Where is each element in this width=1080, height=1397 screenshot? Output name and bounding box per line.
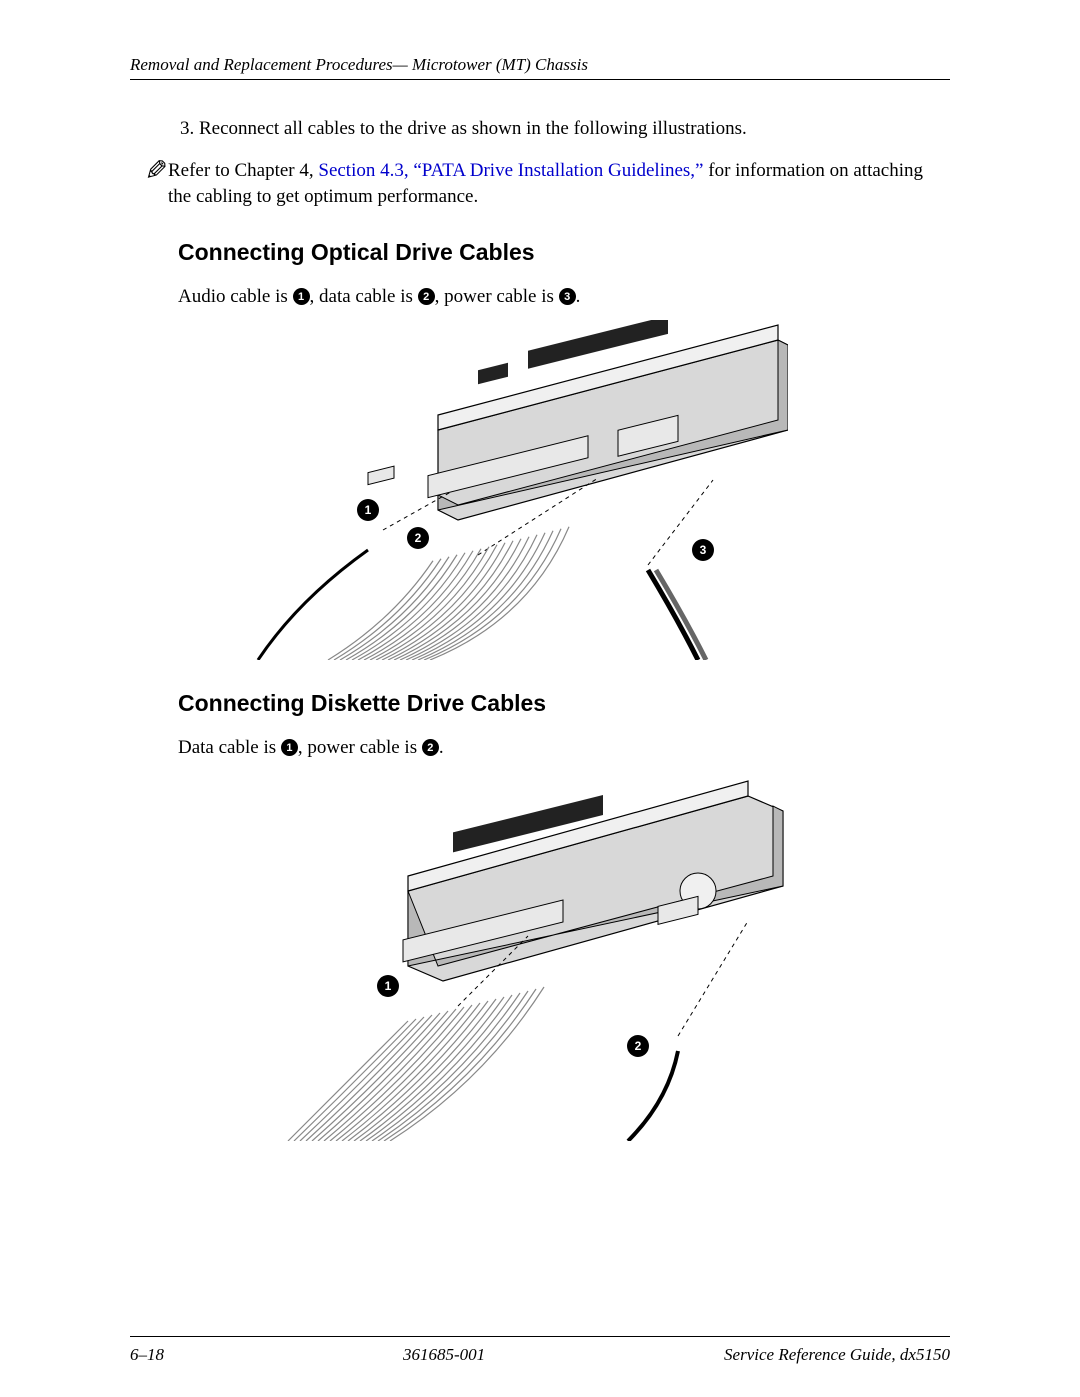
step-text: Reconnect all cables to the drive as sho…: [199, 118, 747, 139]
callout-num: 3: [559, 288, 576, 305]
svg-text:2: 2: [415, 531, 422, 545]
svg-text:3: 3: [700, 543, 707, 557]
figure-diskette: 12: [178, 771, 950, 1141]
callout-num: 1: [293, 288, 310, 305]
svg-text:2: 2: [635, 1039, 642, 1053]
callout-num: 2: [418, 288, 435, 305]
footer-docnum: 361685-001: [403, 1345, 485, 1365]
page-footer: 6–18 361685-001 Service Reference Guide,…: [130, 1345, 950, 1365]
t: .: [576, 286, 581, 307]
svg-text:1: 1: [385, 979, 392, 993]
note-block: ✎ Refer to Chapter 4, Section 4.3, “PATA…: [130, 158, 950, 209]
diskette-desc: Data cable is 1, power cable is 2.: [178, 737, 950, 759]
footer-page: 6–18: [130, 1345, 164, 1365]
step-line: 3. Reconnect all cables to the drive as …: [180, 118, 950, 140]
t: Audio cable is: [178, 286, 293, 307]
page-header-title: Removal and Replacement Procedures— Micr…: [130, 55, 950, 75]
t: , power cable is: [298, 737, 422, 758]
svg-text:1: 1: [365, 503, 372, 517]
t: , power cable is: [435, 286, 559, 307]
footer-guide: Service Reference Guide, dx5150: [724, 1345, 950, 1365]
callout-num: 2: [422, 739, 439, 756]
t: .: [439, 737, 444, 758]
heading-diskette: Connecting Diskette Drive Cables: [178, 690, 950, 717]
t: , data cable is: [310, 286, 418, 307]
note-text: Refer to Chapter 4, Section 4.3, “PATA D…: [168, 158, 950, 209]
optical-desc: Audio cable is 1, data cable is 2, power…: [178, 286, 950, 308]
t: Data cable is: [178, 737, 281, 758]
note-link[interactable]: Section 4.3, “PATA Drive Installation Gu…: [318, 160, 703, 181]
note-icon: ✎: [130, 158, 168, 186]
step-number: 3.: [180, 118, 194, 139]
footer-rule: [130, 1336, 950, 1337]
callout-num: 1: [281, 739, 298, 756]
heading-optical: Connecting Optical Drive Cables: [178, 239, 950, 266]
note-prefix: Refer to Chapter 4,: [168, 160, 318, 181]
header-rule: [130, 79, 950, 80]
figure-optical: 1 2 3: [178, 320, 950, 660]
